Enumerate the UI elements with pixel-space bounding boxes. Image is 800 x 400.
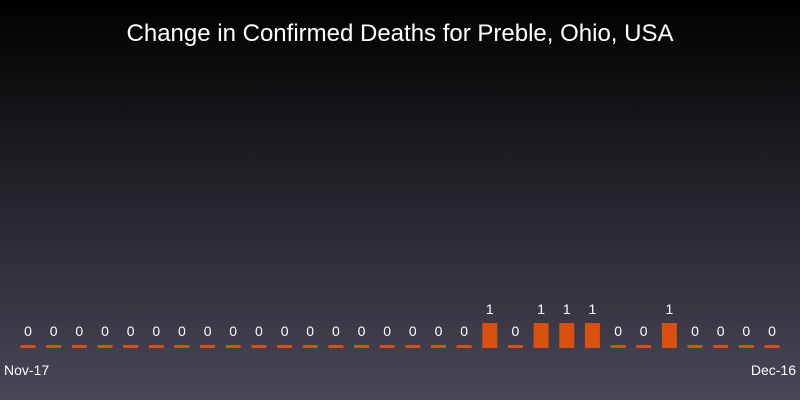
bar-value-label: 0 bbox=[358, 323, 366, 339]
bar-value-label: 0 bbox=[281, 323, 289, 339]
bar-value-label: 0 bbox=[101, 323, 109, 339]
bar bbox=[738, 345, 754, 348]
bar-value-label: 0 bbox=[24, 323, 32, 339]
bar-value-label: 1 bbox=[486, 301, 494, 317]
bar bbox=[431, 345, 446, 348]
bar bbox=[559, 323, 575, 348]
x-axis-end-label: Dec-16 bbox=[750, 362, 796, 378]
bar bbox=[97, 345, 113, 348]
bar bbox=[764, 345, 780, 348]
bar bbox=[507, 345, 523, 348]
bar bbox=[482, 323, 498, 348]
bar bbox=[713, 345, 729, 348]
bar-value-label: 1 bbox=[589, 301, 597, 317]
bar-value-label: 1 bbox=[563, 301, 571, 317]
bar bbox=[148, 345, 164, 348]
bar-value-label: 0 bbox=[691, 323, 699, 339]
bar bbox=[533, 323, 549, 348]
bar bbox=[200, 345, 216, 348]
bar bbox=[610, 345, 626, 348]
bar bbox=[379, 345, 395, 348]
bar bbox=[636, 345, 652, 348]
bar-value-label: 0 bbox=[306, 323, 314, 339]
bar-value-label: 0 bbox=[204, 323, 212, 339]
bar bbox=[251, 345, 267, 348]
bar bbox=[584, 323, 600, 348]
bar-value-label: 0 bbox=[152, 323, 160, 339]
bar bbox=[225, 345, 241, 348]
bar-value-label: 0 bbox=[742, 323, 750, 339]
bar-value-label: 0 bbox=[50, 323, 58, 339]
bar-value-label: 1 bbox=[666, 301, 674, 317]
bar-value-label: 0 bbox=[75, 323, 83, 339]
chart-title: Change in Confirmed Deaths for Preble, O… bbox=[126, 20, 674, 47]
bar bbox=[354, 345, 369, 348]
bar-value-label: 0 bbox=[512, 323, 520, 339]
bar bbox=[405, 345, 421, 348]
bar bbox=[277, 345, 293, 348]
bar-value-label: 0 bbox=[717, 323, 725, 339]
bar-value-label: 0 bbox=[614, 323, 622, 339]
bar bbox=[174, 345, 190, 348]
bar-value-label: 0 bbox=[178, 323, 186, 339]
bar-value-label: 0 bbox=[768, 323, 776, 339]
bar bbox=[46, 345, 62, 348]
bar-value-label: 0 bbox=[332, 323, 340, 339]
bar bbox=[661, 323, 677, 348]
bar-value-label: 0 bbox=[127, 323, 135, 339]
bar-value-label: 0 bbox=[229, 323, 237, 339]
bar bbox=[302, 345, 318, 348]
bar-value-label: 0 bbox=[460, 323, 468, 339]
bar bbox=[71, 345, 87, 348]
bar-value-label: 0 bbox=[383, 323, 391, 339]
bar bbox=[328, 345, 344, 348]
bar bbox=[456, 345, 472, 348]
bar bbox=[123, 345, 139, 348]
bar-value-label: 0 bbox=[640, 323, 648, 339]
bar bbox=[687, 345, 703, 348]
bar-value-label: 1 bbox=[537, 301, 545, 317]
bar-value-label: 0 bbox=[435, 323, 443, 339]
bar-value-label: 0 bbox=[409, 323, 417, 339]
bar bbox=[20, 345, 36, 348]
bar-value-label: 0 bbox=[255, 323, 263, 339]
x-axis-start-label: Nov-17 bbox=[4, 362, 50, 378]
